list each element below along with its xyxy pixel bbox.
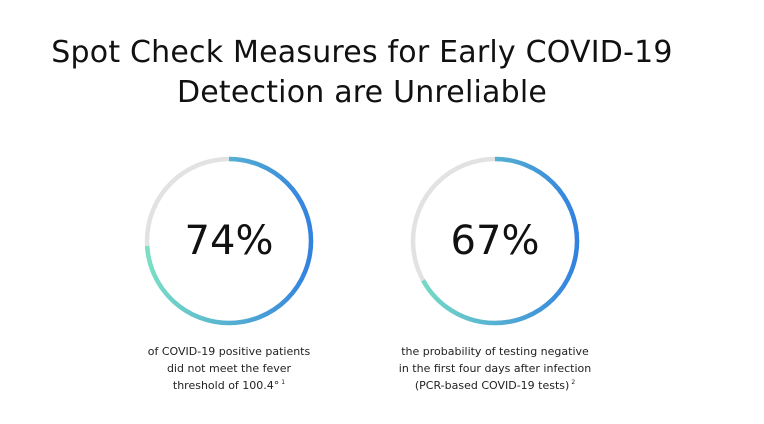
ring-chart-2	[410, 156, 580, 326]
ring-chart-1	[144, 156, 314, 326]
caption-1-line-2: did not meet the fever	[166, 362, 292, 375]
ring-arc-1	[144, 156, 314, 326]
caption-1-line-3: threshold of 100.4° 1	[118, 377, 340, 394]
stat-value-2: 67%	[450, 218, 540, 264]
caption-1-line-3-text: threshold of 100.4°	[172, 379, 280, 392]
title-line-1: Spot Check Measures for Early COVID-19	[51, 35, 673, 70]
page-title: Spot Check Measures for Early COVID-19 D…	[0, 33, 724, 113]
title-line-2: Detection are Unreliable	[176, 75, 548, 110]
stat-ring-1: 74%	[143, 155, 315, 327]
caption-1-line-1: of COVID-19 positive patients	[147, 345, 311, 358]
stat-caption-2: the probability of testing negative in t…	[369, 343, 621, 394]
footnote-1: 1	[281, 379, 286, 387]
stat-value-1: 74%	[184, 218, 274, 264]
caption-2-line-3: (PCR-based COVID-19 tests) 2	[369, 377, 621, 394]
caption-2-line-3-text: (PCR-based COVID-19 tests)	[414, 379, 570, 392]
stat-ring-2: 67%	[409, 155, 581, 327]
ring-arc-2	[410, 156, 580, 326]
footnote-2: 2	[571, 379, 576, 387]
stat-caption-1: of COVID-19 positive patients did not me…	[118, 343, 340, 394]
caption-2-line-2: in the first four days after infection	[398, 362, 592, 375]
caption-2-line-1: the probability of testing negative	[401, 345, 589, 358]
